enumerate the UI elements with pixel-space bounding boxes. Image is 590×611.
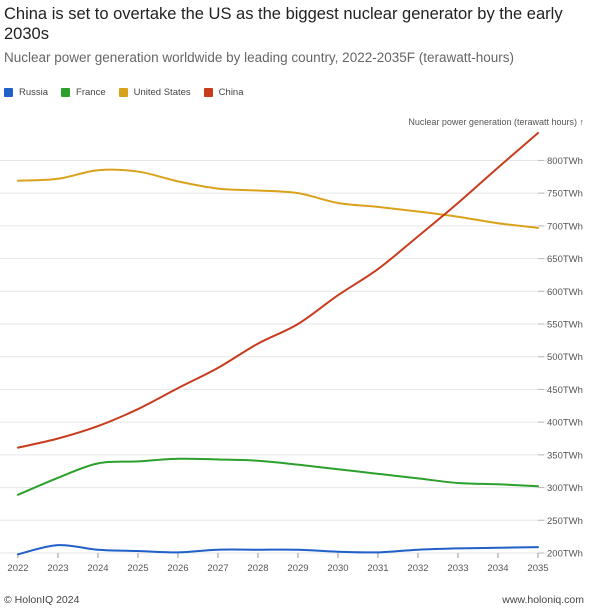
y-tick-label: 450TWh <box>547 385 583 396</box>
x-tick-label: 2030 <box>327 563 348 574</box>
x-tick-label: 2027 <box>207 563 228 574</box>
y-tick-label: 600TWh <box>547 287 583 298</box>
y-tick-label: 200TWh <box>547 549 583 560</box>
y-tick-label: 400TWh <box>547 418 583 429</box>
legend-item-russia[interactable]: Russia <box>4 87 48 98</box>
y-tick-label: 800TWh <box>547 156 583 167</box>
legend-swatch-russia <box>4 88 13 97</box>
legend-label-china: China <box>218 87 244 98</box>
series-line-france <box>17 457 539 496</box>
x-tick-label: 2031 <box>367 563 388 574</box>
legend-item-china[interactable]: China <box>203 87 244 98</box>
series-line-china <box>17 131 539 449</box>
x-tick-label: 2032 <box>407 563 428 574</box>
chart-subtitle: Nuclear power generation worldwide by le… <box>4 50 515 65</box>
chart-title: China is set to overtake the US as the b… <box>4 5 563 43</box>
y-tick-label: 700TWh <box>547 221 583 232</box>
x-tick-label: 2029 <box>287 563 308 574</box>
y-tick-label: 750TWh <box>547 189 583 200</box>
x-tick-label: 2023 <box>47 563 68 574</box>
x-tick-label: 2022 <box>7 563 28 574</box>
y-tick-label: 650TWh <box>547 254 583 265</box>
legend-label-united-states: United States <box>133 87 191 98</box>
copyright-text: © HolonIQ 2024 <box>4 594 80 606</box>
legend-label-russia: Russia <box>19 87 49 98</box>
y-tick-label: 350TWh <box>547 450 583 461</box>
y-tick-label: 500TWh <box>547 352 583 363</box>
y-tick-label: 550TWh <box>547 320 583 331</box>
x-tick-label: 2026 <box>167 563 188 574</box>
y-axis-label: Nuclear power generation (terawatt hours… <box>408 117 584 127</box>
x-tick-label: 2033 <box>447 563 468 574</box>
website-link[interactable]: www.holoniq.com <box>502 594 584 606</box>
legend-label-france: France <box>76 87 106 98</box>
x-tick-label: 2024 <box>87 563 108 574</box>
legend-swatch-france <box>61 88 71 97</box>
legend: Russia France United States China <box>4 87 244 98</box>
x-tick-label: 2035 <box>527 563 548 574</box>
legend-item-united-states[interactable]: United States <box>118 87 191 98</box>
series-line-russia <box>17 544 539 556</box>
legend-swatch-united-states <box>118 88 128 97</box>
legend-swatch-china <box>203 88 213 97</box>
x-tick-label: 2025 <box>127 563 148 574</box>
x-tick-label: 2034 <box>487 563 508 574</box>
y-tick-label: 250TWh <box>547 516 583 527</box>
x-tick-label: 2028 <box>247 563 268 574</box>
series-line-united-states <box>17 168 539 229</box>
legend-item-france[interactable]: France <box>61 87 106 98</box>
y-tick-label: 300TWh <box>547 483 583 494</box>
